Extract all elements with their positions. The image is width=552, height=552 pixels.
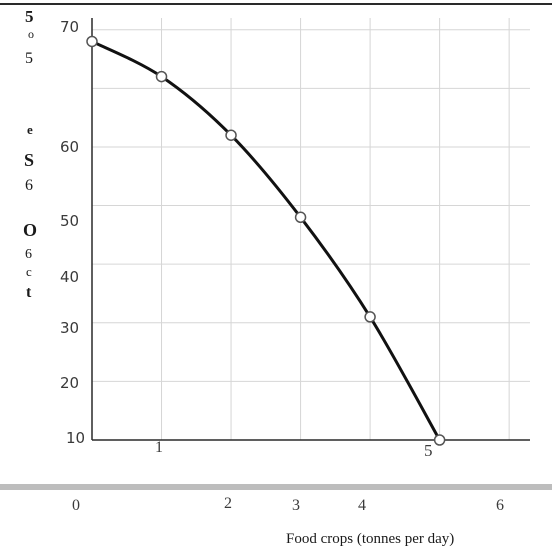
y-title-glyph: 5: [25, 7, 34, 26]
ppf-curve: [91, 40, 441, 441]
y-tick-label: 50: [60, 212, 79, 230]
y-tick-label: 60: [60, 138, 79, 156]
data-point: [225, 129, 237, 141]
x-tick-label: 3: [292, 497, 300, 514]
y-tick-label: 30: [60, 319, 79, 337]
y-tick-label: 10: [66, 429, 85, 447]
series-line-group: [91, 40, 441, 441]
data-point: [294, 211, 307, 224]
y-title-glyph: c: [26, 264, 32, 279]
y-title-glyph: 6: [25, 247, 32, 262]
y-tick-labels: 10 20 30 40 50 60 70: [60, 18, 85, 447]
x-tick-labels-upper: 1 5: [155, 439, 433, 460]
grid-lines: [92, 18, 530, 440]
x-tick-label: 2: [224, 495, 232, 512]
y-title-glyph: e: [27, 122, 33, 137]
data-point: [155, 70, 168, 83]
y-tick-label: 20: [60, 374, 79, 392]
y-title-glyph: O: [23, 220, 37, 240]
x-tick-label: 6: [496, 497, 504, 514]
x-tick-label: 5: [424, 441, 433, 460]
x-tick-label: 0: [72, 497, 80, 514]
y-title-glyph: 5: [25, 50, 33, 67]
y-axis-title: 5 o 5 e S 6 O 6 c t: [23, 7, 37, 301]
y-title-glyph: o: [28, 27, 34, 41]
x-tick-label: 1: [155, 439, 163, 456]
data-point: [364, 311, 376, 323]
bottom-rule: [0, 484, 552, 490]
y-title-glyph: 6: [25, 177, 33, 194]
data-point: [86, 35, 98, 48]
y-title-glyph: t: [26, 284, 32, 301]
y-tick-label: 40: [60, 268, 79, 286]
data-points: [86, 35, 446, 446]
x-tick-labels-lower: 0 2 3 4 6: [72, 495, 504, 514]
data-point: [433, 434, 446, 446]
x-tick-label: 4: [358, 497, 366, 514]
y-tick-label: 70: [60, 18, 79, 36]
x-axis-title: Food crops (tonnes per day): [286, 531, 454, 547]
y-title-glyph: S: [24, 150, 34, 170]
